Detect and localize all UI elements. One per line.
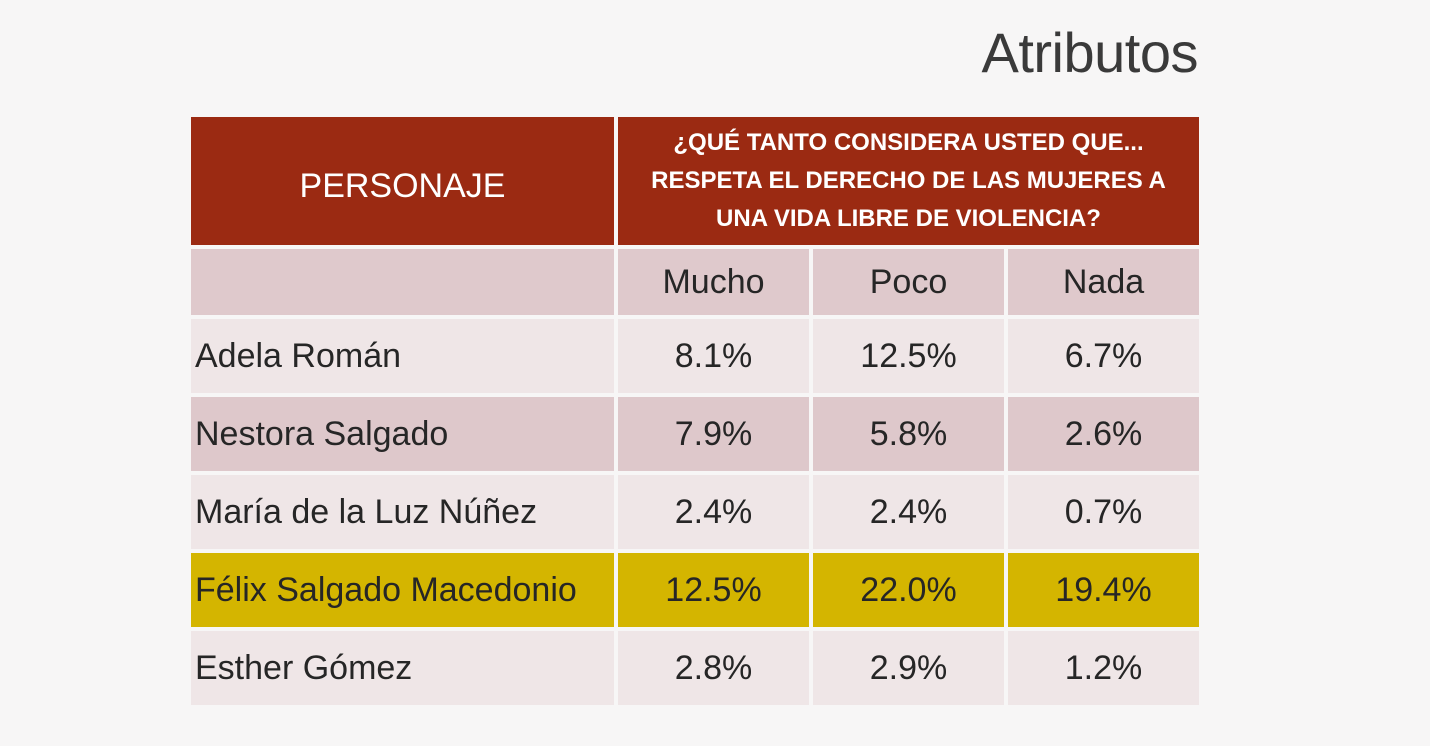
row-name: Esther Gómez [191, 631, 614, 705]
table-cell-nada: 0.7% [1008, 475, 1199, 549]
table-cell-poco: 2.4% [813, 475, 1004, 549]
table-cell-poco: 12.5% [813, 319, 1004, 393]
row-name: María de la Luz Núñez [191, 475, 614, 549]
row-name: Adela Román [191, 319, 614, 393]
table-cell-mucho: 2.8% [618, 631, 809, 705]
row-name: Nestora Salgado [191, 397, 614, 471]
header-personaje: PERSONAJE [191, 117, 614, 245]
column-header-mucho: Mucho [618, 249, 809, 315]
table-cell-mucho: 7.9% [618, 397, 809, 471]
table-cell-nada: 6.7% [1008, 319, 1199, 393]
subheader-empty [191, 249, 614, 315]
header-question: ¿QUÉ TANTO CONSIDERA USTED QUE... RESPET… [618, 117, 1199, 245]
slide-title: Atributos [981, 21, 1199, 84]
table-cell-mucho-highlighted: 12.5% [618, 553, 809, 627]
table-cell-nada: 1.2% [1008, 631, 1199, 705]
results-table: PERSONAJE ¿QUÉ TANTO CONSIDERA USTED QUE… [191, 117, 1199, 705]
row-name-highlighted: Félix Salgado Macedonio [191, 553, 614, 627]
column-header-nada: Nada [1008, 249, 1199, 315]
column-header-poco: Poco [813, 249, 1004, 315]
table-cell-poco: 2.9% [813, 631, 1004, 705]
table-cell-poco: 5.8% [813, 397, 1004, 471]
table-cell-nada-highlighted: 19.4% [1008, 553, 1199, 627]
table-cell-poco-highlighted: 22.0% [813, 553, 1004, 627]
table-cell-mucho: 8.1% [618, 319, 809, 393]
table-cell-mucho: 2.4% [618, 475, 809, 549]
table-cell-nada: 2.6% [1008, 397, 1199, 471]
